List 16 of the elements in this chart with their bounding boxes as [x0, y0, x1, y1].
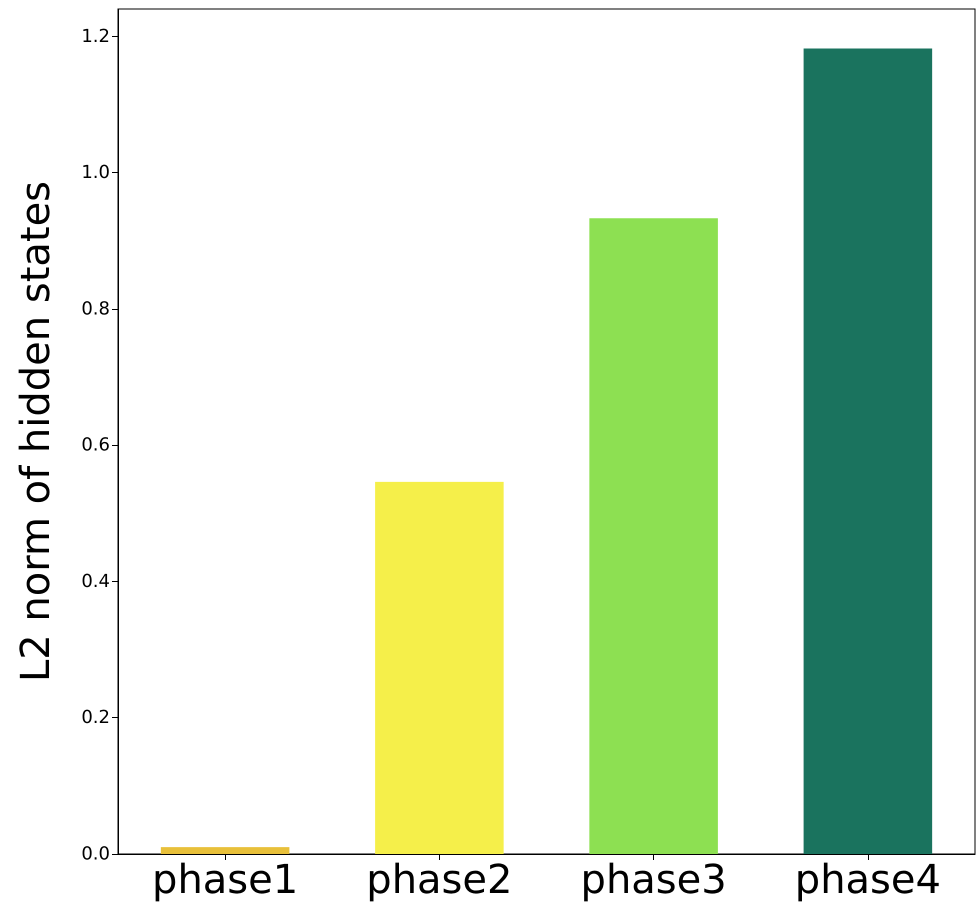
x-tick-label: phase2	[366, 857, 512, 903]
x-tick-label: phase1	[152, 857, 298, 903]
y-tick-label: 0.4	[81, 570, 110, 592]
y-axis-title: L2 norm of hidden states	[13, 180, 59, 682]
y-tick-label: 1.2	[81, 26, 110, 47]
x-tick-label: phase4	[794, 857, 941, 903]
x-tick-label: phase3	[580, 857, 727, 903]
y-tick-label: 0.6	[81, 434, 110, 456]
y-tick-label: 0.0	[81, 844, 110, 864]
y-tick-label: 0.2	[81, 707, 110, 728]
y-tick-label: 1.0	[81, 162, 110, 184]
y-tick-label: 0.8	[81, 298, 110, 320]
bar	[804, 48, 932, 854]
bar	[589, 218, 718, 854]
bar	[160, 847, 290, 854]
bar	[375, 482, 504, 854]
